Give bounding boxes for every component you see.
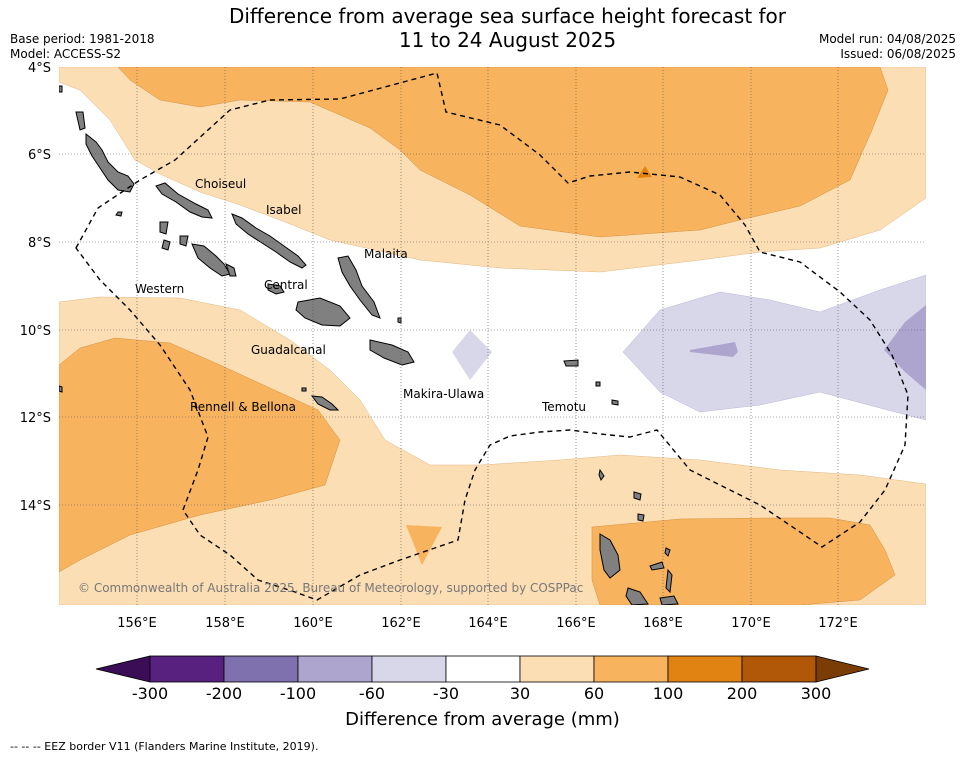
colorbar-tick: 60: [583, 684, 605, 703]
colorbar-extend-low: [95, 655, 151, 683]
colorbar-tick: 30: [509, 684, 531, 703]
label-western: Western: [135, 282, 184, 296]
copyright-notice: © Commonwealth of Australia 2025, Bureau…: [78, 581, 583, 595]
label-central: Central: [264, 278, 308, 292]
colorbar-swatch: [667, 655, 743, 683]
label-choiseul: Choiseul: [195, 177, 246, 191]
label-temotu: Temotu: [541, 400, 586, 414]
label-makira-ulawa: Makira-Ulawa: [403, 387, 484, 401]
gridlines: [59, 67, 926, 605]
lat-label: 6°S: [28, 148, 51, 163]
lat-label: 10°S: [20, 324, 51, 339]
map-title: Difference from average sea surface heig…: [0, 4, 965, 52]
negative-medium-patch-2: [884, 305, 926, 390]
dark-orange-patch: [637, 166, 652, 178]
lat-label: 8°S: [28, 236, 51, 251]
colorbar-tick: -300: [131, 684, 169, 703]
title-line-2: 11 to 24 August 2025: [398, 28, 617, 52]
lon-label: 170°E: [731, 616, 771, 631]
base-period: Base period: 1981-2018: [10, 32, 155, 46]
lon-label: 158°E: [205, 616, 245, 631]
province-labels: Choiseul Isabel Malaita Western Central …: [135, 177, 586, 414]
colorbar-tick: -100: [279, 684, 317, 703]
colorbar-swatch: [223, 655, 299, 683]
eez-legend: -- -- -- EEZ border V11 (Flanders Marine…: [10, 740, 319, 753]
negative-medium-patch-1: [690, 342, 738, 357]
negative-light-patch: [452, 330, 492, 380]
lat-label: 4°S: [28, 61, 51, 76]
label-malaita: Malaita: [364, 247, 408, 261]
colorbar-tick: 100: [652, 684, 684, 703]
negative-light-band: [622, 274, 926, 421]
lon-label: 160°E: [293, 616, 333, 631]
colorbar-tick: -30: [432, 684, 460, 703]
longitude-labels: 156°E 158°E 160°E 162°E 164°E 166°E 168°…: [117, 616, 858, 631]
lon-label: 168°E: [643, 616, 683, 631]
lon-label: 172°E: [818, 616, 858, 631]
lon-label: 156°E: [117, 616, 157, 631]
lon-label: 166°E: [556, 616, 596, 631]
colorbar-tick: -200: [205, 684, 243, 703]
colorbar-swatch: [445, 655, 521, 683]
ssh-anomaly-field: [59, 67, 926, 605]
southwest-medium-blob: [59, 337, 341, 573]
colorbar-tick: 200: [726, 684, 758, 703]
small-orange-patch: [406, 525, 442, 565]
lon-label: 162°E: [381, 616, 421, 631]
lat-label: 14°S: [20, 499, 51, 514]
label-isabel: Isabel: [266, 203, 301, 217]
eez-border: [75, 72, 909, 601]
colorbar-title: Difference from average (mm): [345, 709, 620, 730]
colorbar-extend-high: [815, 655, 870, 683]
colorbar-tick: -60: [358, 684, 386, 703]
model-name: Model: ACCESS-S2: [10, 47, 122, 61]
colorbar-tick: 300: [800, 684, 832, 703]
latitude-labels: 4°S 6°S 8°S 10°S 12°S 14°S: [20, 61, 51, 514]
title-line-1: Difference from average sea surface heig…: [228, 4, 787, 28]
north-medium-band: [117, 67, 889, 238]
label-rennell-bellona: Rennell & Bellona: [190, 400, 296, 414]
colorbar: [95, 655, 870, 683]
colorbar-swatch: [593, 655, 669, 683]
lat-label: 12°S: [20, 411, 51, 426]
label-guadalcanal: Guadalcanal: [251, 343, 326, 357]
colorbar-swatch: [519, 655, 595, 683]
lon-label: 164°E: [468, 616, 508, 631]
colorbar-swatch: [297, 655, 373, 683]
colorbar-swatch: [371, 655, 447, 683]
colorbar-swatch: [149, 655, 225, 683]
issued-date: Issued: 06/08/2025: [840, 47, 956, 61]
model-run: Model run: 04/08/2025: [818, 32, 956, 46]
colorbar-swatch: [741, 655, 817, 683]
solomon-islands-land: [59, 85, 679, 605]
